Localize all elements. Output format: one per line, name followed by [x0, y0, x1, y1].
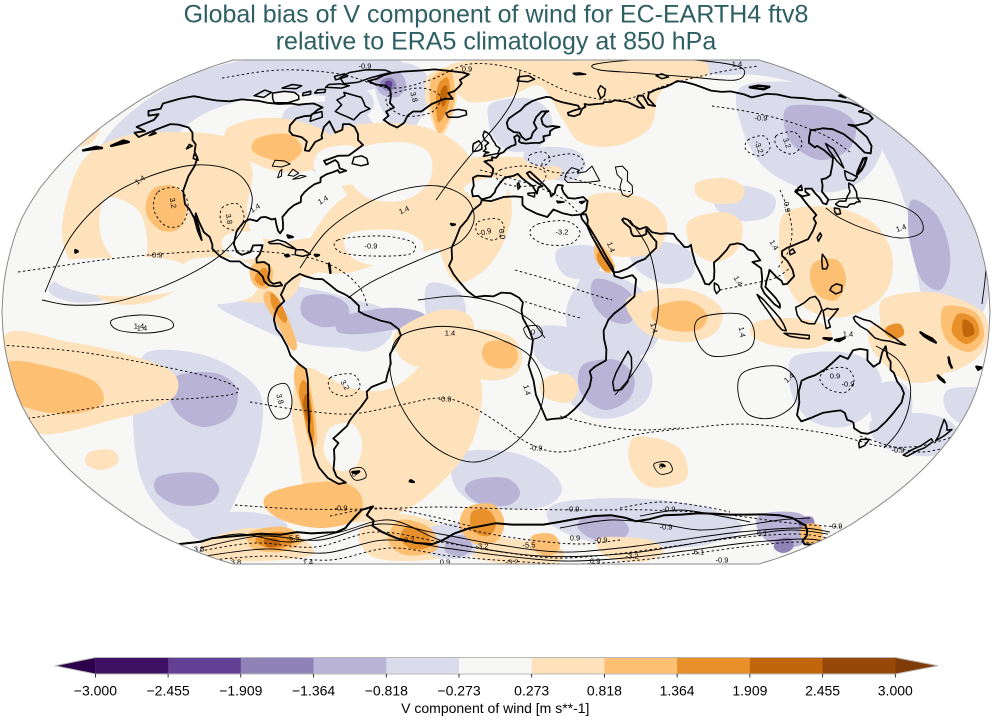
svg-text:1.4: 1.4: [605, 241, 617, 254]
svg-text:-3.2: -3.2: [626, 552, 639, 561]
svg-text:1.909: 1.909: [732, 683, 767, 699]
svg-text:-0.9: -0.9: [359, 62, 372, 71]
svg-text:6.0: 6.0: [497, 228, 508, 240]
svg-text:1.4: 1.4: [732, 60, 742, 69]
svg-text:1.4: 1.4: [397, 204, 410, 217]
svg-text:3.000: 3.000: [878, 683, 913, 699]
svg-text:3.8: 3.8: [194, 545, 204, 554]
svg-text:1.4: 1.4: [895, 222, 908, 234]
svg-text:1.4: 1.4: [137, 324, 147, 333]
svg-text:0.9: 0.9: [830, 372, 840, 381]
svg-text:-0.9: -0.9: [530, 444, 543, 453]
svg-text:−1.909: −1.909: [219, 683, 262, 699]
svg-text:relative to ERA5 climatology a: relative to ERA5 climatology at 850 hPa: [276, 28, 717, 56]
svg-text:−2.455: −2.455: [146, 683, 189, 699]
svg-text:-0.9: -0.9: [755, 114, 768, 123]
svg-text:3.8: 3.8: [231, 558, 241, 567]
svg-text:3.2: 3.2: [168, 197, 179, 209]
svg-text:-5.5: -5.5: [287, 534, 300, 543]
svg-text:0.9: 0.9: [440, 558, 450, 567]
svg-text:-0.9: -0.9: [439, 395, 452, 404]
svg-text:1.364: 1.364: [660, 683, 695, 699]
svg-text:-0.9: -0.9: [478, 226, 493, 238]
svg-text:1.4: 1.4: [134, 322, 144, 331]
svg-text:0.9: 0.9: [590, 557, 600, 566]
svg-text:−0.273: −0.273: [437, 683, 480, 699]
svg-text:3.8: 3.8: [224, 213, 235, 225]
svg-text:0.818: 0.818: [587, 683, 622, 699]
svg-text:6.1: 6.1: [757, 529, 767, 538]
svg-text:-0.9: -0.9: [663, 505, 676, 514]
svg-text:-0.9: -0.9: [335, 504, 348, 513]
svg-text:0.9: 0.9: [782, 201, 793, 213]
svg-text:1.4: 1.4: [737, 326, 748, 338]
svg-text:-0.9: -0.9: [716, 556, 729, 565]
svg-text:1.4: 1.4: [648, 322, 659, 334]
svg-text:1.4: 1.4: [303, 558, 313, 567]
svg-text:-0.9: -0.9: [660, 523, 673, 532]
svg-text:-0.9: -0.9: [842, 380, 855, 389]
svg-text:−0.818: −0.818: [365, 683, 408, 699]
svg-text:0.9: 0.9: [570, 534, 580, 543]
svg-text:−1.364: −1.364: [292, 683, 335, 699]
svg-text:-3.2: -3.2: [556, 228, 569, 237]
svg-text:V component of wind [m s**-1]: V component of wind [m s**-1]: [401, 700, 589, 716]
svg-text:-0.9: -0.9: [892, 446, 905, 455]
svg-text:-3.2: -3.2: [476, 542, 489, 551]
svg-text:0: 0: [352, 470, 356, 479]
svg-text:8: 8: [659, 462, 663, 471]
svg-text:1.4: 1.4: [445, 329, 455, 338]
svg-text:3.8: 3.8: [274, 393, 285, 405]
svg-text:-0.9: -0.9: [365, 242, 378, 251]
svg-text:-0.9: -0.9: [830, 522, 843, 531]
svg-text:1.4: 1.4: [521, 384, 532, 396]
svg-text:0.273: 0.273: [514, 683, 549, 699]
svg-text:Global bias of V component of: Global bias of V component of wind for E…: [184, 1, 809, 29]
svg-text:-0.9: -0.9: [595, 536, 608, 545]
svg-text:1.4: 1.4: [843, 330, 853, 339]
svg-text:-3.2: -3.2: [402, 536, 415, 545]
svg-text:-0.9: -0.9: [150, 251, 163, 260]
svg-text:3.8: 3.8: [408, 91, 419, 103]
svg-text:0.9: 0.9: [462, 65, 472, 74]
svg-text:3.2: 3.2: [781, 137, 793, 150]
svg-text:6.1: 6.1: [694, 548, 704, 557]
svg-text:0: 0: [531, 328, 535, 337]
svg-text:−3.000: −3.000: [74, 683, 117, 699]
svg-text:-0.9: -0.9: [567, 505, 580, 514]
svg-text:2.455: 2.455: [805, 683, 840, 699]
svg-text:-5.5: -5.5: [523, 541, 536, 550]
svg-text:-3.2: -3.2: [506, 558, 519, 567]
svg-text:-3.2: -3.2: [753, 139, 766, 154]
